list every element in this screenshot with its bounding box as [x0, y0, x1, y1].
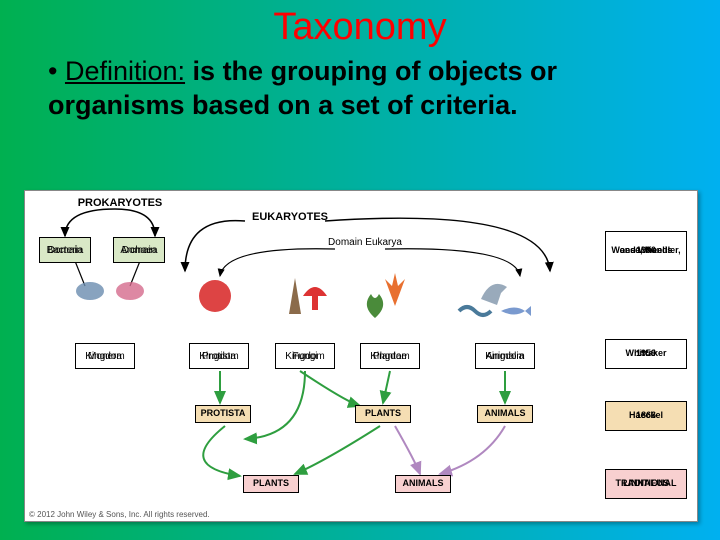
taxonomy-diagram: PROKARYOTES EUKARYOTES Domain Eukarya Do… [24, 190, 698, 522]
animals-box-2: ANIMALS [395, 475, 451, 493]
kingdom-animalia-box: KingdomAnimalia [475, 343, 535, 369]
domain-archaea-box: DomainArchaea [113, 237, 165, 263]
header-prokaryotes: PROKARYOTES [65, 197, 175, 209]
definition-bullet: Definition: is the grouping of objects o… [48, 55, 672, 123]
hist-whittaker: Whittaker1959 [605, 339, 687, 369]
header-eukaryotes: EUKARYOTES [245, 211, 335, 223]
kingdom-plantae-box: KingdomPlantae [360, 343, 420, 369]
hist-haeckel: Haeckel1866 [605, 401, 687, 431]
protista-box: PROTISTA [195, 405, 251, 423]
hist-woese: Woese, Kandler,and Wheelis1990 [605, 231, 687, 271]
domain-bacteria-box: DomainBacteria [39, 237, 91, 263]
page-title: Taxonomy [0, 6, 720, 49]
hist-linnaeus: LINNAEUSTRADITIONAL [605, 469, 687, 499]
plants-box-1: PLANTS [355, 405, 411, 423]
domain-eukarya-label: Domain Eukarya [310, 237, 420, 248]
kingdom-monera-box: KingdomMonera [75, 343, 135, 369]
definition-label: Definition: [65, 56, 185, 86]
kingdom-protista-box: KingdomProtista [189, 343, 249, 369]
kingdom-fungi-box: KingdomFungi [275, 343, 335, 369]
animals-box-1: ANIMALS [477, 405, 533, 423]
copyright-text: © 2012 John Wiley & Sons, Inc. All right… [29, 510, 210, 519]
plants-box-2: PLANTS [243, 475, 299, 493]
